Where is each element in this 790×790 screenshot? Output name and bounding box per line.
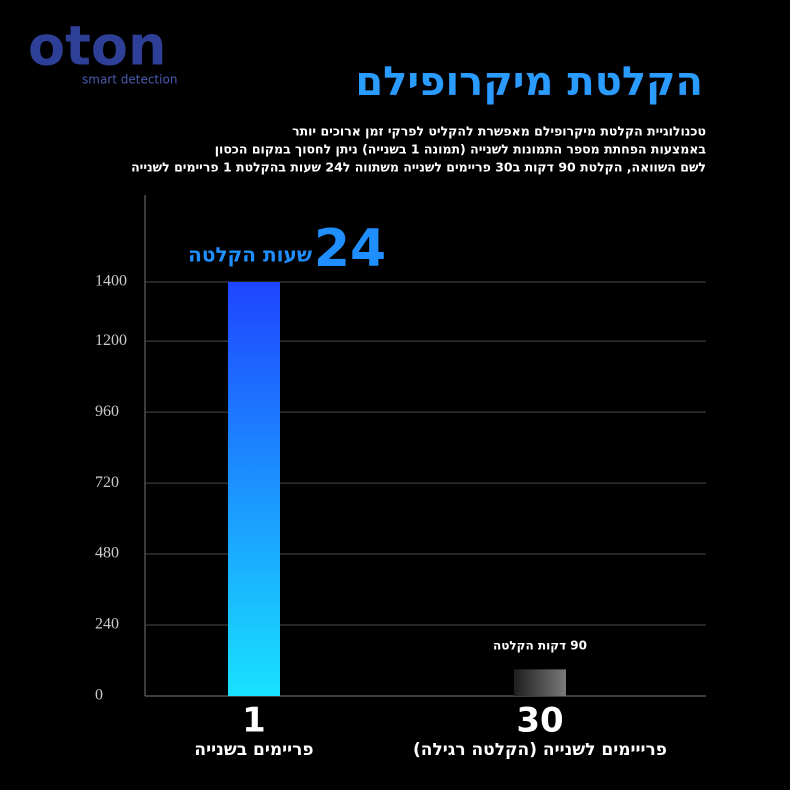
annotation-text: שעות הקלטה <box>188 243 312 267</box>
description-line: טכנולוגיית הקלטת מיקרופילם מאפשרת להקליט… <box>292 124 706 139</box>
y-tick-label: 1400 <box>95 273 127 290</box>
annotation-text: 90 דקות הקלטה <box>493 639 587 653</box>
bar <box>514 669 566 696</box>
y-tick-label: 480 <box>95 545 119 562</box>
logo-name: oton <box>28 15 166 78</box>
y-tick-label: 720 <box>95 474 119 491</box>
y-tick-label: 240 <box>95 616 119 633</box>
category-number: 1 <box>242 701 266 741</box>
category-label: פרייימים לשנייה (הקלטה רגילה) <box>413 740 667 760</box>
description-line: באמצעות הפחתת מספר התמונות לשנייה (תמונה… <box>215 142 707 157</box>
category-number: 30 <box>516 701 563 741</box>
bar <box>228 282 280 696</box>
y-tick-label: 1200 <box>95 332 127 349</box>
category-label: פריימים בשנייה <box>194 740 313 760</box>
y-tick-label: 0 <box>95 687 103 704</box>
chart-title: הקלטת מיקרופילם <box>355 59 703 105</box>
description-line: לשם השוואה, הקלטת 90 דקות ב30 פריימים לש… <box>131 160 706 175</box>
y-tick-label: 960 <box>95 403 119 420</box>
annotation-number: 24 <box>314 219 386 279</box>
logo-tagline: smart detection <box>82 73 177 87</box>
